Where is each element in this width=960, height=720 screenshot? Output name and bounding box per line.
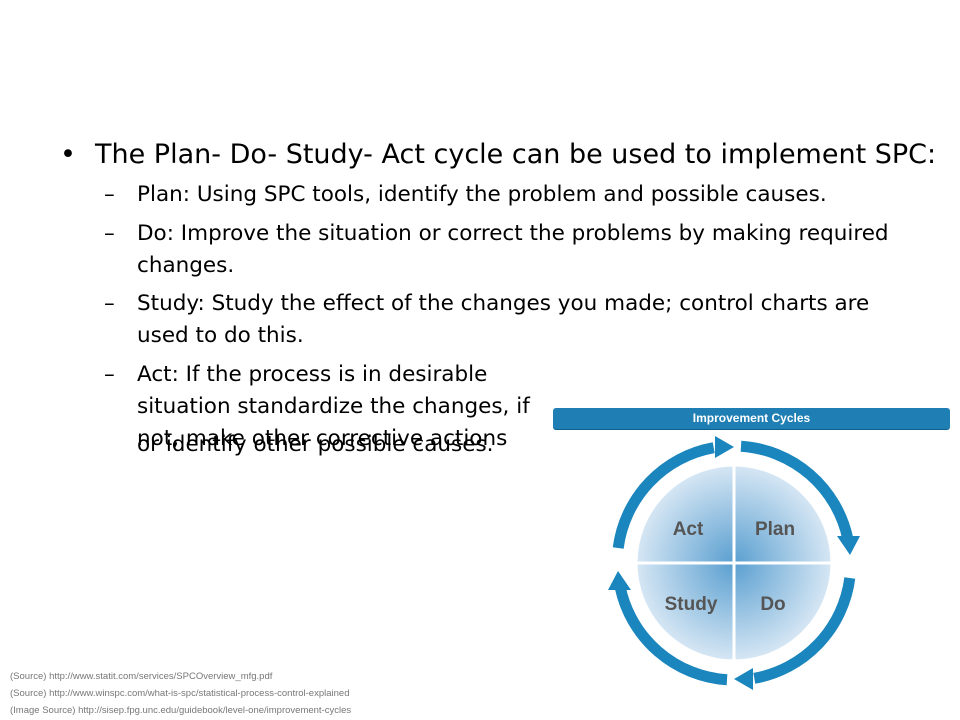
label-study: Study: [665, 594, 718, 615]
continuation-text: or identify other possible causes.: [137, 432, 494, 457]
cycle-arrows: [612, 440, 856, 686]
arrowhead-bottom: [734, 668, 753, 690]
quadrant-act: [634, 463, 736, 565]
source-citations: (Source) http://www.statit.com/services/…: [10, 668, 351, 719]
arrowhead-left: [608, 571, 631, 590]
arrow-heads: [608, 436, 860, 690]
arrow-bottom-left: [614, 586, 728, 686]
quadrant-study: [634, 561, 736, 663]
arrow-bottom-right: [753, 577, 856, 684]
dash-marker: –: [104, 291, 115, 316]
sub-bullet-text: Act: If the process is in desirable situ…: [137, 362, 530, 451]
sub-bullet-text: Do: Improve the situation or correct the…: [137, 221, 889, 278]
source-line: (Image Source) http://sisep.fpg.unc.edu/…: [10, 705, 352, 716]
main-bullet-text: The Plan- Do- Study- Act cycle can be us…: [95, 139, 937, 170]
sub-bullet-text: Plan: Using SPC tools, identify the prob…: [137, 182, 827, 207]
sub-bullet-text: Study: Study the effect of the changes y…: [137, 291, 870, 348]
dash-marker: –: [104, 221, 115, 246]
label-do: Do: [760, 594, 785, 615]
arrow-top-left: [612, 442, 715, 549]
label-plan: Plan: [755, 519, 795, 540]
arrowhead-right: [837, 536, 860, 555]
arrowhead-top: [715, 436, 734, 458]
improvement-cycles-diagram: Improvement Cycles: [553, 408, 950, 693]
quadrant-plan: [732, 463, 834, 565]
source-line: (Source) http://www.statit.com/services/…: [10, 671, 273, 682]
label-act: Act: [673, 519, 704, 540]
source-line: (Source) http://www.winspc.com/what-is-s…: [10, 688, 350, 699]
dash-marker: –: [104, 362, 115, 387]
cycle-graphic: Act Plan Study Do: [608, 436, 860, 690]
bullet-marker: •: [60, 139, 76, 170]
diagram-banner: Improvement Cycles: [553, 408, 950, 429]
quadrant-do: [732, 561, 834, 663]
arrow-top-right: [740, 440, 854, 540]
dash-marker: –: [104, 182, 115, 207]
